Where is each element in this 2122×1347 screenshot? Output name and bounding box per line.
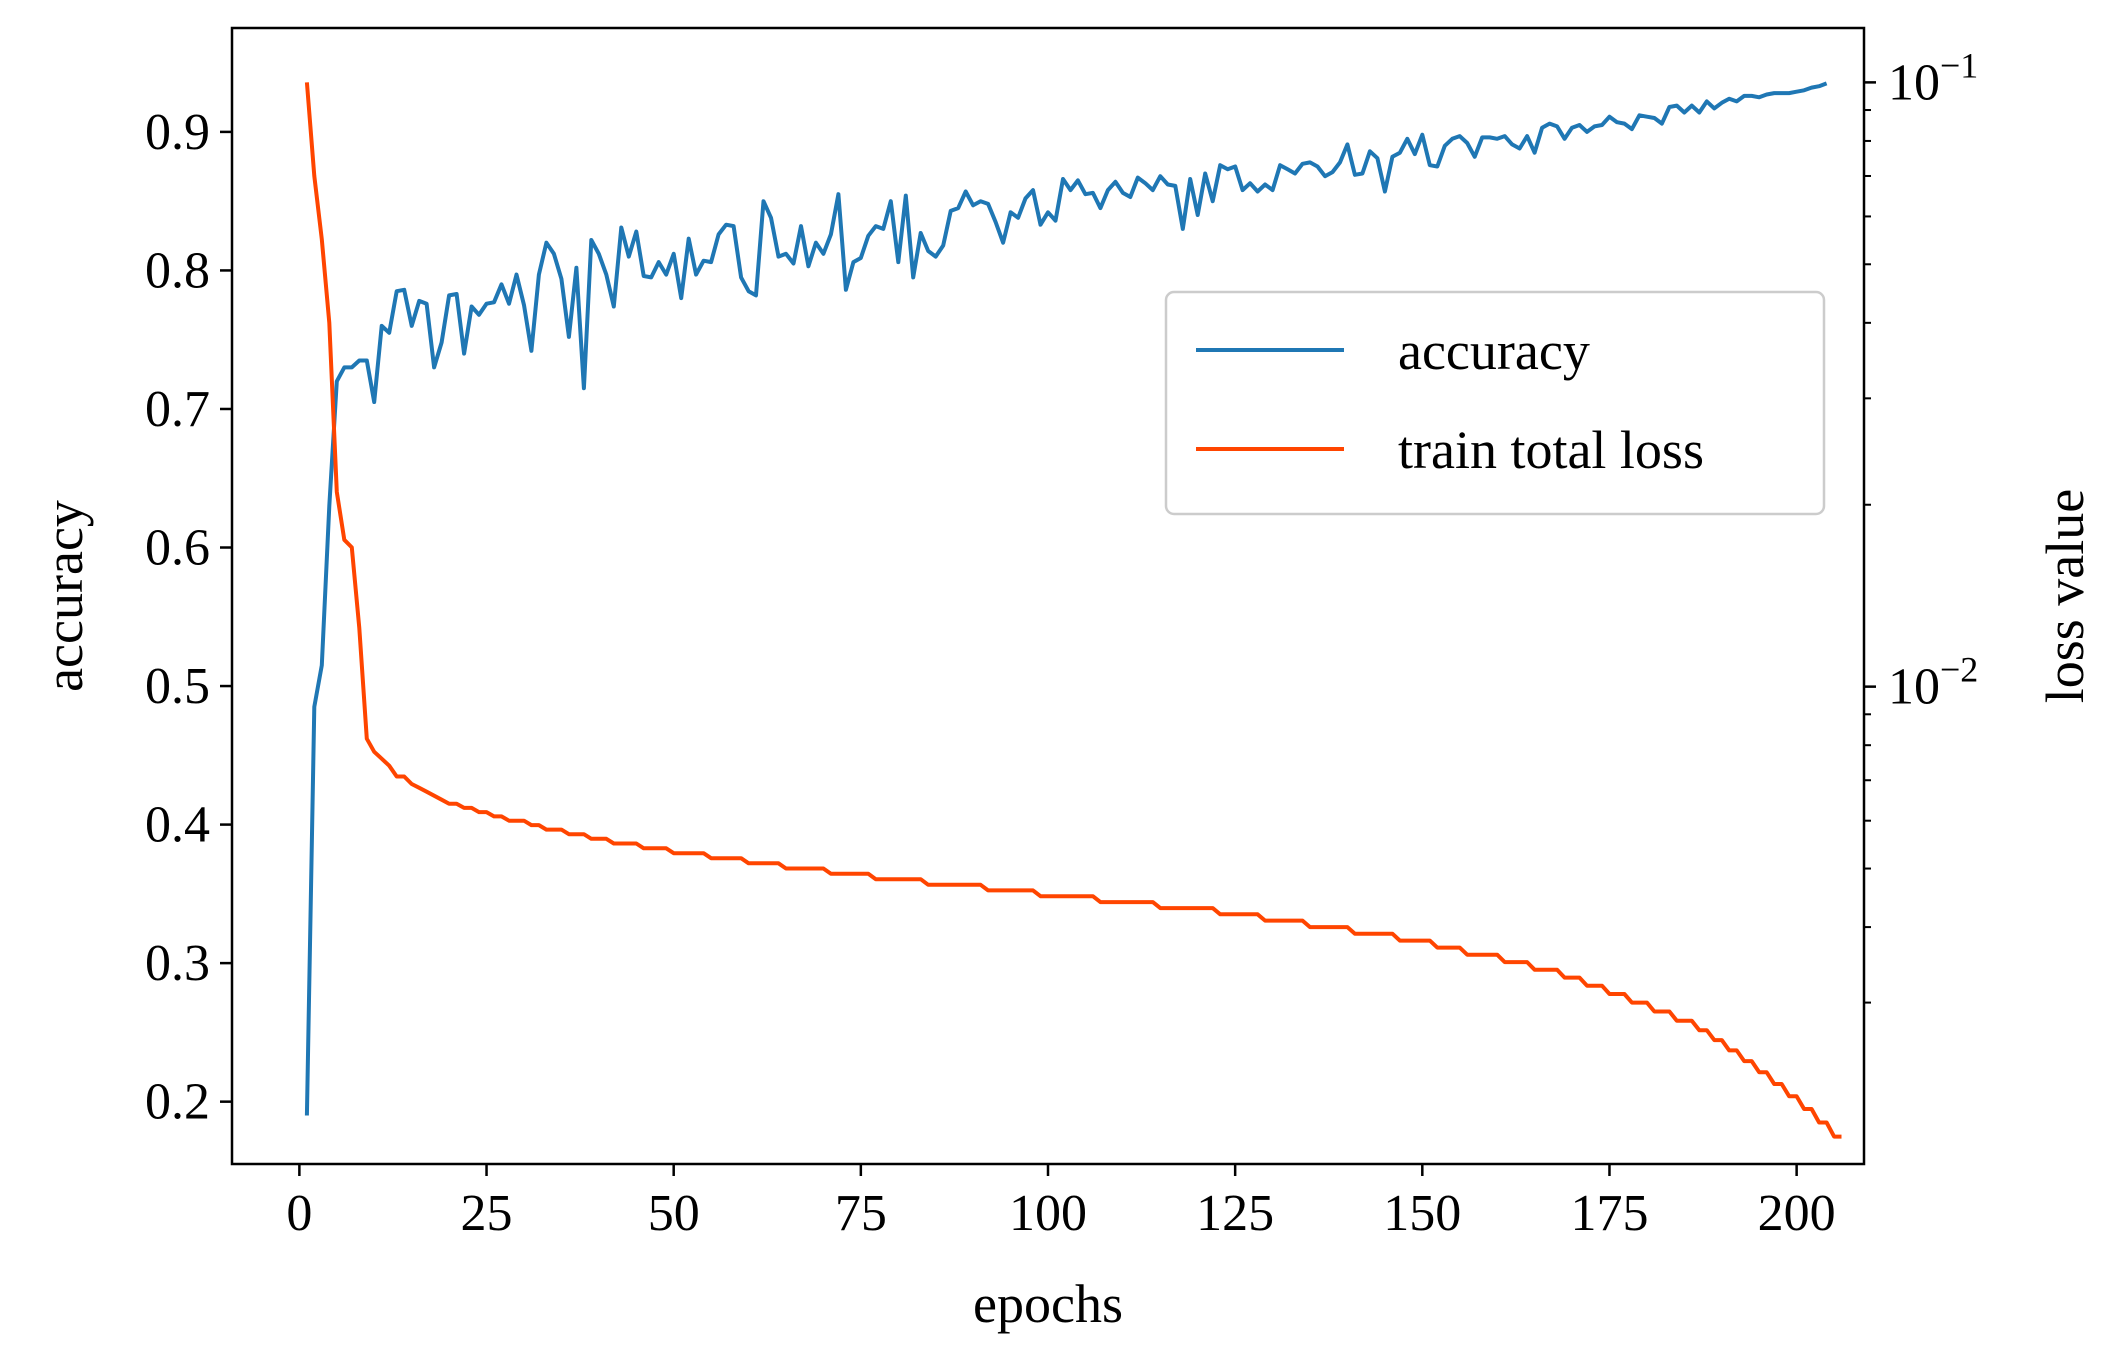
y-axis-left: 0.2 0.3 0.4 0.5 0.6 0.7 0.8 0.9	[145, 104, 232, 1131]
x-tick-label: 125	[1196, 1185, 1274, 1242]
y-left-tick-label: 0.2	[145, 1074, 210, 1131]
x-axis-title: epochs	[973, 1274, 1123, 1334]
series-group	[304, 81, 1842, 1139]
y-left-tick-label: 0.7	[145, 381, 210, 438]
x-tick-label: 100	[1009, 1185, 1087, 1242]
x-tick-label: 200	[1758, 1185, 1836, 1242]
x-tick-label: 150	[1383, 1185, 1461, 1242]
series-line-train-total-loss	[304, 82, 1842, 1139]
y-left-tick-label: 0.9	[145, 104, 210, 161]
x-tick-label: 75	[835, 1185, 887, 1242]
y-left-tick-label: 0.8	[145, 242, 210, 299]
y-axis-right: 10−1 10−2	[1864, 45, 1978, 1004]
y-left-tick-label: 0.5	[145, 658, 210, 715]
legend-box	[1164, 290, 1826, 516]
series-line-accuracy	[304, 81, 1828, 1116]
y-left-tick-label: 0.6	[145, 520, 210, 577]
y-axis-left-title: accuracy	[34, 500, 94, 692]
x-tick-label: 175	[1570, 1185, 1648, 1242]
x-axis: 0 25 50 75 100 125 150 175 200	[286, 1164, 1836, 1242]
legend-label-accuracy: accuracy	[1398, 321, 1590, 381]
x-tick-label: 25	[461, 1185, 513, 1242]
y-left-tick-label: 0.4	[145, 797, 210, 854]
x-tick-label: 50	[648, 1185, 700, 1242]
legend-label-train-total-loss: train total loss	[1398, 420, 1704, 480]
y-left-tick-label: 0.3	[145, 935, 210, 992]
y-right-tick-label: 10−2	[1888, 650, 1978, 716]
y-axis-right-title: loss value	[2035, 489, 2095, 703]
legend: accuracy train total loss	[1164, 290, 1826, 516]
x-tick-label: 0	[286, 1185, 312, 1242]
y-right-tick-label: 10−1	[1888, 45, 1978, 111]
